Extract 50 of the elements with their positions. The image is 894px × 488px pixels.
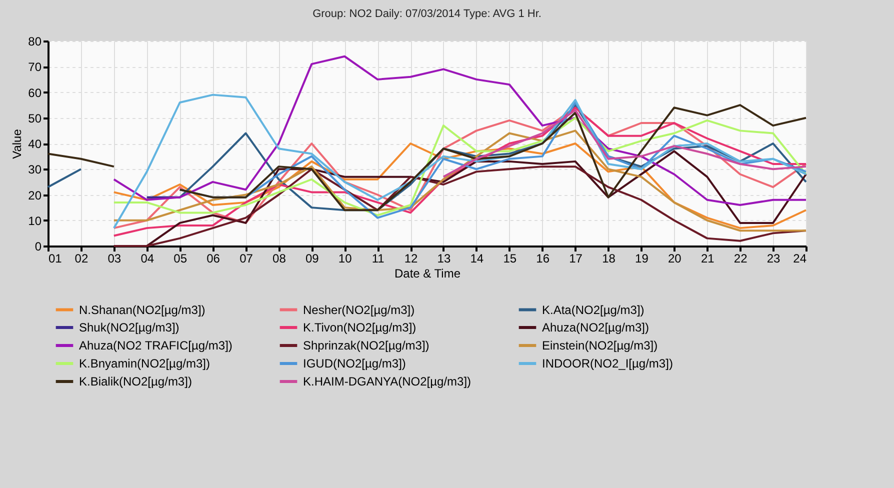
legend-label: Einstein(NO2[µg/m3])	[542, 338, 658, 352]
y-tick-label: 40	[28, 137, 42, 151]
x-tick-label: 04	[140, 252, 154, 266]
y-tick-label: 60	[28, 86, 42, 100]
y-tick-label: 0	[34, 240, 42, 254]
x-tick-label: 06	[206, 252, 220, 266]
x-tick-label: 12	[404, 252, 418, 266]
x-tick-label: 16	[536, 252, 550, 266]
legend-label: Shuk(NO2[µg/m3])	[79, 320, 180, 334]
x-tick-label: 03	[108, 252, 122, 266]
y-axis-title: Value	[10, 128, 24, 159]
x-tick-label: 20	[668, 252, 682, 266]
x-tick-label: 01	[48, 252, 62, 266]
x-tick-label: 13	[437, 252, 451, 266]
x-axis-title: Date & Time	[394, 266, 461, 280]
x-tick-label: 02	[74, 252, 88, 266]
x-tick-label: 08	[272, 252, 286, 266]
y-tick-label: 70	[28, 60, 42, 74]
y-tick-label: 80	[28, 34, 42, 48]
x-tick-label: 09	[305, 252, 320, 266]
x-tick-label: 11	[372, 252, 385, 266]
legend-label: K.Tivon(NO2[µg/m3])	[303, 320, 416, 334]
legend-label: N.Shanan(NO2[µg/m3])	[79, 302, 206, 317]
x-tick-label: 15	[503, 252, 517, 266]
legend-label: INDOOR(NO2_I[µg/m3])	[542, 356, 673, 370]
x-tick-label: 10	[338, 252, 352, 266]
y-tick-label: 20	[28, 188, 42, 202]
legend-label: IGUD(NO2[µg/m3])	[303, 356, 406, 370]
y-tick-label: 30	[28, 162, 42, 177]
y-tick-label: 10	[28, 214, 42, 228]
legend-label: Nesher(NO2[µg/m3])	[303, 302, 415, 317]
legend-label: K.HAIM-DGANYA(NO2[µg/m3])	[303, 374, 472, 388]
y-tick-label: 50	[28, 111, 42, 126]
legend-label: K.Ata(NO2[µg/m3])	[542, 302, 644, 317]
legend-label: Ahuza(NO2[µg/m3])	[542, 320, 649, 334]
x-tick-label: 14	[470, 252, 484, 266]
x-tick-label: 18	[602, 252, 616, 266]
legend-label: K.Bialik(NO2[µg/m3])	[79, 374, 192, 388]
legend-label: Shprinzak(NO2[µg/m3])	[303, 338, 430, 352]
legend-label: Ahuza(NO2 TRAFIC[µg/m3])	[79, 338, 232, 352]
x-tick-label: 07	[240, 252, 254, 266]
x-tick-label: 23	[766, 252, 781, 266]
chart-title: Group: NO2 Daily: 07/03/2014 Type: AVG 1 Hr.	[312, 8, 542, 20]
x-tick-label: 22	[734, 252, 748, 266]
legend-label: K.Bnyamin(NO2[µg/m3])	[79, 356, 210, 370]
x-tick-label: 17	[569, 252, 583, 266]
x-tick-label: 05	[174, 252, 188, 266]
x-tick-label: 24	[793, 252, 807, 266]
x-tick-label: 21	[700, 252, 715, 266]
x-tick-label: 19	[635, 252, 649, 266]
